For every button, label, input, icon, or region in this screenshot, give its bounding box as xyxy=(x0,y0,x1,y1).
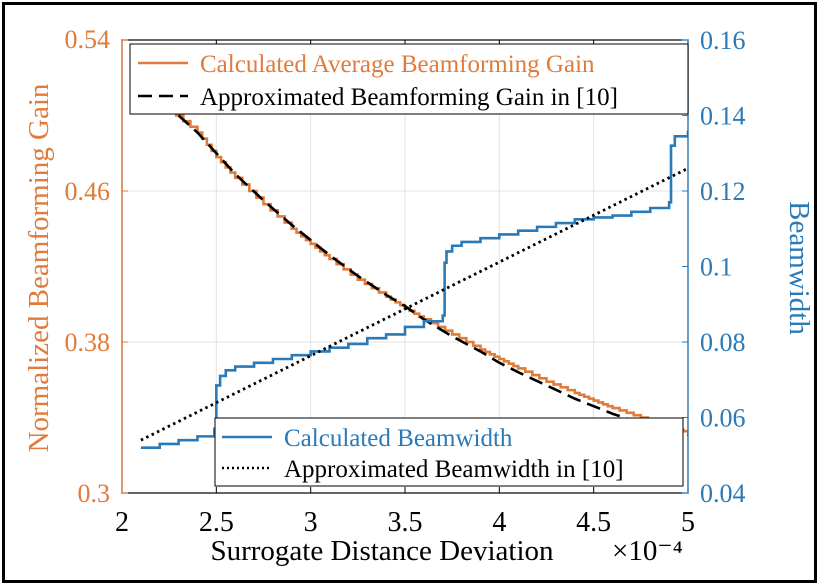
legend-top-box xyxy=(129,43,689,115)
y-left-tick-label: 0.46 xyxy=(65,177,111,206)
series-line-4 xyxy=(140,167,688,442)
x-axis-multiplier: ×10⁻⁴ xyxy=(612,535,683,567)
y-left-tick-label: 0.54 xyxy=(65,25,111,54)
x-tick-label: 2 xyxy=(115,507,129,538)
y-left-tick-label: 0.38 xyxy=(65,328,111,357)
x-tick-label: 4 xyxy=(492,507,506,538)
x-axis-label: Surrogate Distance Deviation xyxy=(210,535,554,567)
legend-bottom-box xyxy=(214,417,684,487)
series-line-3 xyxy=(140,130,688,449)
legend-top: Calculated Average Beamforming Gain Appr… xyxy=(129,43,689,115)
y-right-tick-label: 0.12 xyxy=(700,177,746,206)
y-right-tick-label: 0.1 xyxy=(700,253,733,282)
y-right-tick-label: 0.16 xyxy=(700,26,746,55)
y-right-tick-label: 0.08 xyxy=(700,328,746,357)
legend-beamwidth-calculated-label: Calculated Beamwidth xyxy=(284,425,513,452)
y-right-axis-label: Beamwidth xyxy=(783,201,815,335)
x-tick-label: 5 xyxy=(681,507,695,538)
legend-gain-approx-label: Approximated Beamforming Gain in [10] xyxy=(200,84,618,111)
y-left-axis-label: Normalized Beamforming Gain xyxy=(23,83,55,452)
series-layer xyxy=(140,85,688,449)
y-right-tick-label: 0.14 xyxy=(700,102,746,131)
tick-layer: 2 2.5 3 3.5 4 4.5 5 0.3 0.38 0.46 0.54 0.04 0.06 0.08… xyxy=(65,25,746,538)
y-right-tick-label: 0.06 xyxy=(700,404,746,433)
series-line-1 xyxy=(140,85,688,433)
y-right-tick-label: 0.04 xyxy=(700,479,746,508)
x-tick-label: 3.5 xyxy=(388,507,423,538)
x-tick-label: 3 xyxy=(304,507,318,538)
x-tick-label: 4.5 xyxy=(576,507,611,538)
legend-beamwidth-approx-label: Approximated Beamwidth in [10] xyxy=(284,456,624,483)
series-line-2 xyxy=(177,114,688,436)
y-left-tick-label: 0.3 xyxy=(78,479,111,508)
legend-gain-calculated-label: Calculated Average Beamforming Gain xyxy=(200,51,595,78)
legend-bottom: Calculated Beamwidth Approximated Beamwi… xyxy=(214,417,684,487)
x-tick-label: 2.5 xyxy=(199,507,234,538)
